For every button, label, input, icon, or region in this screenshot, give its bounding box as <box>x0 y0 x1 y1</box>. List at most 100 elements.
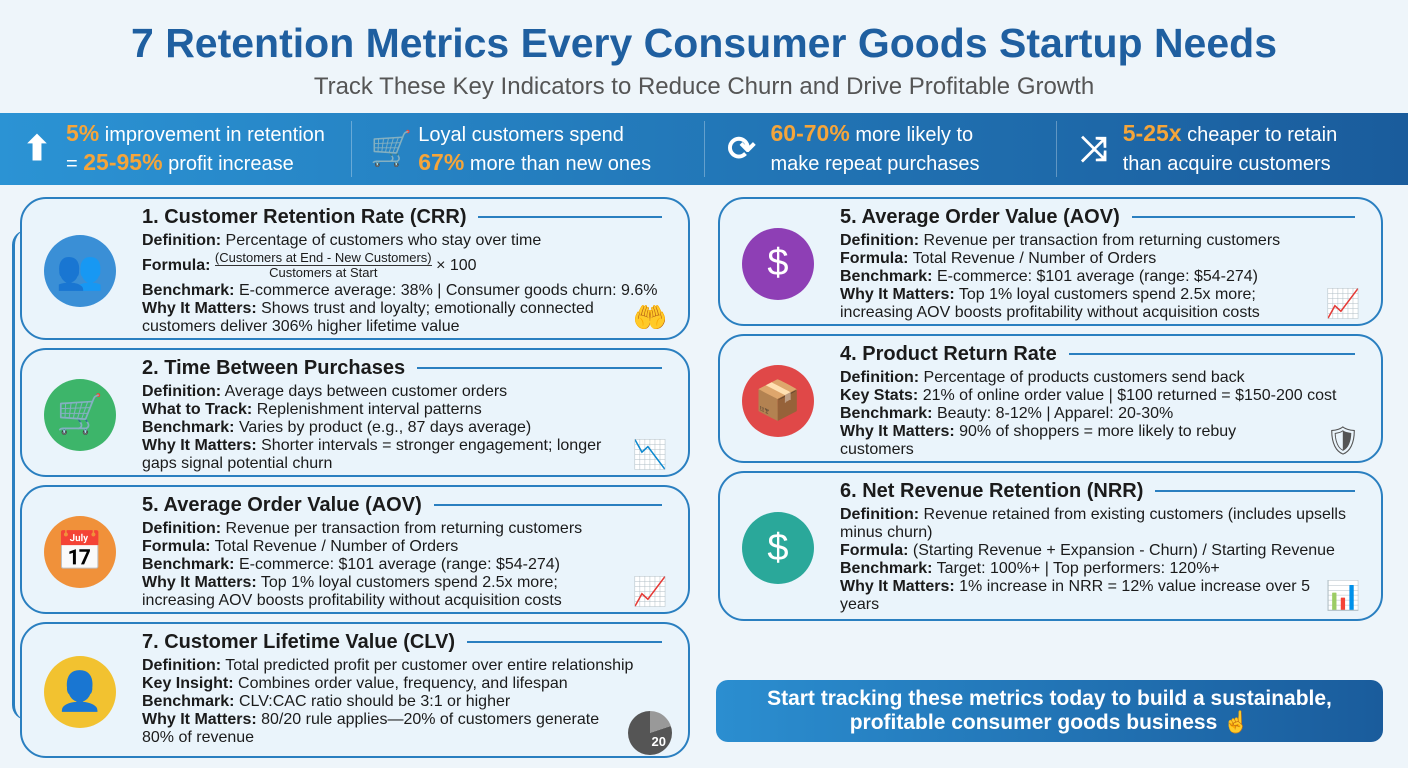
row-value: Varies by product (e.g., 87 days average… <box>238 419 532 436</box>
metric-card: 📦 4. Product Return Rate Definition: Perc… <box>718 334 1383 463</box>
metric-title: 4. Product Return Rate <box>840 342 1365 366</box>
box-return-icon: 📦 <box>742 364 814 437</box>
dollar-growth-icon: $ <box>742 227 814 300</box>
click-icon: ☝ <box>1223 711 1250 734</box>
stat-highlight: 67% <box>418 149 465 175</box>
stat-text: Loyal customers spend <box>418 124 624 146</box>
user-shield-icon: 🛡 <box>1325 425 1361 456</box>
metric-card: 📅 5. Average Order Value (AOV) Definition… <box>20 485 690 614</box>
metric-row: Benchmark: Target: 100%+ | Top performer… <box>840 560 1365 578</box>
row-label: Why It Matters: <box>142 574 257 591</box>
cart-icon: 🛒 <box>370 129 413 168</box>
metric-title: 6. Net Revenue Retention (NRR) <box>840 479 1365 503</box>
row-value: Total predicted profit per customer over… <box>225 657 634 674</box>
row-value: Average days between customer orders <box>224 383 508 400</box>
metric-row: Key Stats: 21% of online order value | $… <box>840 387 1365 405</box>
refresh-icon: ⟳ <box>727 129 756 168</box>
row-value: Shows trust and loyalty; emotionally con… <box>142 300 594 335</box>
row-value: Total Revenue / Number of Orders <box>214 538 459 555</box>
cta-banner[interactable]: Start tracking these metrics today to bu… <box>716 680 1383 742</box>
cta-text: Start tracking these metrics today to bu… <box>767 687 1332 734</box>
row-label: Definition: <box>840 232 920 249</box>
row-label: Benchmark: <box>142 693 235 710</box>
row-label: Definition: <box>142 232 222 249</box>
row-value: Top 1% loyal customers spend 2.5x more; … <box>840 286 1260 321</box>
coins-chart-icon: 📈 <box>1325 288 1361 319</box>
trend-down-icon: 📉 <box>632 439 668 470</box>
revenue-chart-icon: $ <box>742 512 814 584</box>
row-value: Replenishment interval patterns <box>256 401 482 418</box>
stat-item: 🛒 Loyal customers spend 67% more than ne… <box>352 121 705 177</box>
row-value: 90% of shoppers = more likely to rebuy c… <box>840 423 1237 458</box>
shuffle-icon: ⤨ <box>1080 129 1108 168</box>
row-label: Why It Matters: <box>840 423 955 440</box>
user-growth-icon: 👤 <box>44 656 116 728</box>
metric-row: Definition: Total predicted profit per c… <box>142 657 672 675</box>
page-subtitle: Track These Key Indicators to Reduce Chu… <box>313 73 1095 100</box>
metric-card: $ 5. Average Order Value (AOV) Definition… <box>718 197 1383 326</box>
stat-highlight: 5-25x <box>1122 121 1182 146</box>
crr-people-icon: 👥 <box>44 234 116 307</box>
metric-row: Benchmark: CLV:CAC ratio should be 3:1 o… <box>142 693 672 711</box>
row-label: Definition: <box>142 520 222 537</box>
stat-text: more than new ones <box>464 153 652 175</box>
row-label: Benchmark: <box>840 268 933 285</box>
row-label: Why It Matters: <box>840 286 955 303</box>
stat-text: cheaper to retain <box>1181 124 1338 146</box>
metric-card: 🛒 2. Time Between Purchases Definition: A… <box>20 348 690 477</box>
stat-highlight: 60-70% <box>770 121 850 146</box>
metric-row: 20 Why It Matters: 80/20 rule applies—20%… <box>142 711 672 755</box>
row-label: Definition: <box>142 383 222 400</box>
metric-row: Definition: Percentage of products custo… <box>840 369 1365 387</box>
metric-row: Definition: Revenue retained from existi… <box>840 506 1365 542</box>
stat-text: profit increase <box>162 153 294 175</box>
row-value: Revenue retained from existing customers… <box>840 506 1346 541</box>
row-label: Formula: <box>840 250 909 267</box>
metric-row: 📉 Why It Matters: Shorter intervals = str… <box>142 437 672 473</box>
formula-denominator: Customers at Start <box>269 265 378 281</box>
metric-row: Benchmark: Varies by product (e.g., 87 d… <box>142 419 672 437</box>
row-label: Why It Matters: <box>142 300 257 317</box>
row-value: Shorter intervals = stronger engagement;… <box>142 437 602 472</box>
metric-row: 📈 Why It Matters: Top 1% loyal customers … <box>142 574 672 610</box>
row-value: Beauty: 8-12% | Apparel: 20-30% <box>936 405 1174 422</box>
row-label: Benchmark: <box>840 405 933 422</box>
row-label: Formula: <box>840 542 909 559</box>
row-value: CLV:CAC ratio should be 3:1 or higher <box>238 693 511 710</box>
formula-multiplier: × 100 <box>436 257 477 274</box>
metric-row: Formula: Total Revenue / Number of Order… <box>142 538 672 556</box>
stat-text: improvement in retention <box>99 124 325 146</box>
row-value: Top 1% loyal customers spend 2.5x more; … <box>142 574 562 609</box>
metric-row: Benchmark: E-commerce: $101 average (ran… <box>840 268 1365 286</box>
stat-highlight: 25-95% <box>83 149 163 175</box>
row-value: Revenue per transaction from returning c… <box>225 520 583 537</box>
row-value: E-commerce average: 38% | Consumer goods… <box>238 282 658 299</box>
metric-card: 👤 7. Customer Lifetime Value (CLV) Defini… <box>20 622 690 758</box>
metric-row: Formula: Total Revenue / Number of Order… <box>840 250 1365 268</box>
row-value: Percentage of products customers send ba… <box>923 369 1245 386</box>
calendar-clock-icon: 📅 <box>44 515 116 588</box>
metric-title: 5. Average Order Value (AOV) <box>840 205 1365 229</box>
metric-card: $ 6. Net Revenue Retention (NRR) Definiti… <box>718 471 1383 621</box>
metric-title: 1. Customer Retention Rate (CRR) <box>142 205 672 229</box>
metric-row: Definition: Average days between custome… <box>142 383 672 401</box>
bar-chart-icon: 📊 <box>1325 580 1361 611</box>
stat-text: = <box>66 153 84 175</box>
row-label: Why It Matters: <box>142 711 257 728</box>
row-value: 21% of online order value | $100 returne… <box>922 387 1337 404</box>
metric-row: What to Track: Replenishment interval pa… <box>142 401 672 419</box>
metric-row: Key Insight: Combines order value, frequ… <box>142 675 672 693</box>
row-value: E-commerce: $101 average (range: $54-274… <box>238 556 560 573</box>
row-value: Revenue per transaction from returning c… <box>923 232 1281 249</box>
metric-row: Benchmark: E-commerce average: 38% | Con… <box>142 282 672 300</box>
stat-item: ⤨ 5-25x cheaper to retain than acquire c… <box>1057 121 1408 177</box>
metric-row: Definition: Revenue per transaction from… <box>840 232 1365 250</box>
stats-banner: ⬆ 5% improvement in retention = 25-95% p… <box>0 113 1408 185</box>
row-value: Total Revenue / Number of Orders <box>912 250 1157 267</box>
row-label: Why It Matters: <box>142 437 257 454</box>
stat-text: make repeat purchases <box>770 153 980 175</box>
metric-title: 5. Average Order Value (AOV) <box>142 493 672 517</box>
formula-fraction: (Customers at End - New Customers) Custom… <box>214 251 432 281</box>
metric-row: Formula: (Starting Revenue + Expansion -… <box>840 542 1365 560</box>
row-label: Benchmark: <box>142 556 235 573</box>
